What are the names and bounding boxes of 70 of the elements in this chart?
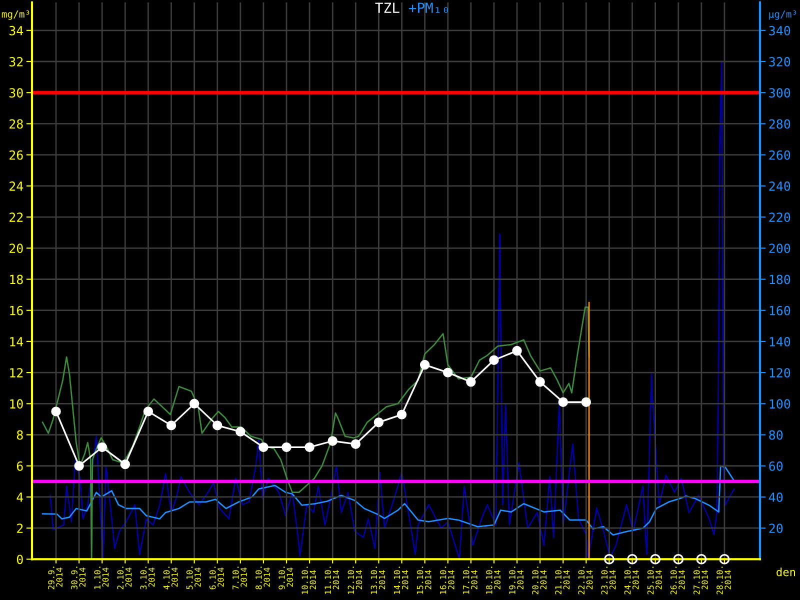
- x-tick-label: 15.10. 2014: [416, 566, 432, 594]
- y2-tick-label: 60: [769, 461, 783, 471]
- y2-tick-label: 320: [769, 57, 790, 66]
- x-tick-label: 17.10. 2014: [462, 566, 478, 594]
- x-tick-label: 7.10. 2014: [232, 566, 247, 590]
- y-tick-label: 2: [17, 524, 23, 533]
- x-tick-label: 23.10. 2014: [601, 566, 616, 594]
- x-tick-label: 13.10. 2014: [370, 566, 386, 594]
- x-tick-label: 2.10. 2014: [117, 566, 132, 590]
- y2-tick-label: 200: [769, 244, 790, 254]
- y2-tick-label: 20: [769, 524, 783, 534]
- y2-tick-label: 180: [770, 274, 790, 284]
- x-tick-label: 27.10. 2014: [693, 566, 708, 594]
- y-tick-label: 10: [10, 399, 23, 409]
- x-tick-label: 18.10. 2014: [486, 566, 500, 594]
- y-tick-label: 0: [16, 554, 23, 564]
- x-tick-label: 29.9. 2014: [48, 566, 63, 590]
- y2-tick-label: 260: [769, 150, 790, 160]
- y2-tick-label: 300: [769, 88, 790, 98]
- x-tick-label: 20.10. 2014: [532, 566, 547, 594]
- x-tick-label: 9.10. 2014: [278, 566, 294, 590]
- x-tick-label: 16.10. 2014: [440, 566, 454, 594]
- y-tick-label: 14: [10, 337, 24, 346]
- x-tick-label: 10.10. 2014: [302, 566, 316, 594]
- y2-tick-label: 100: [770, 399, 790, 409]
- y2-tick-label: 40: [768, 492, 783, 502]
- y2-tick-label: 120: [770, 368, 790, 378]
- y-axis-title: mg/m³: [2, 10, 30, 20]
- chart-subtitle: +PM₁₀: [408, 2, 448, 14]
- y-tick-label: 4: [16, 492, 24, 502]
- x-tick-label: 6.10. 2014: [209, 566, 224, 590]
- x-tick-label: 28.10. 2014: [716, 566, 731, 594]
- y-tick-label: 28: [10, 119, 23, 129]
- x-tick-label: 1.10. 2014: [94, 566, 109, 589]
- x-tick-label: 25.10. 2014: [647, 566, 662, 594]
- y-tick-label: 16: [10, 306, 23, 316]
- y2-tick-label: 220: [769, 212, 790, 222]
- x-axis-title: den: [776, 568, 796, 576]
- x-tick-label: 24.10. 2014: [624, 566, 639, 594]
- y2-tick-label: 280: [769, 119, 790, 129]
- y-tick-label: 22: [10, 212, 23, 222]
- x-tick-label: 19.10. 2014: [509, 566, 524, 594]
- chart-title: TZL: [375, 2, 400, 13]
- x-tick-label: 21.10. 2014: [555, 566, 570, 594]
- x-tick-label: 14.10. 2014: [394, 566, 408, 594]
- x-tick-label: 26.10. 2014: [670, 566, 685, 594]
- y-tick-label: 30: [9, 88, 23, 98]
- y-tick-label: 12: [10, 368, 23, 378]
- x-tick-label: 8.10. 2014: [256, 566, 270, 590]
- y-tick-label: 24: [10, 181, 24, 191]
- x-tick-label: 3.10. 2014: [140, 566, 155, 590]
- y2-tick-label: 240: [769, 181, 790, 191]
- y2-axis-title: µg/m³: [769, 10, 796, 20]
- y-tick-label: 6: [16, 461, 23, 471]
- y2-tick-label: 160: [770, 306, 790, 316]
- x-tick-label: 11.10. 2014: [324, 566, 340, 594]
- y2-tick-label: 340: [769, 26, 790, 36]
- x-tick-label: 12.10. 2014: [348, 566, 362, 594]
- x-tick-label: 4.10. 2014: [163, 566, 178, 590]
- y-tick-label: 20: [10, 244, 23, 254]
- x-tick-label: 5.10. 2014: [186, 566, 201, 590]
- y2-tick-label: 80: [769, 430, 783, 440]
- y-tick-label: 18: [10, 274, 23, 284]
- y-tick-label: 32: [9, 57, 23, 66]
- y2-tick-label: 140: [770, 336, 790, 346]
- y-tick-label: 8: [16, 430, 23, 440]
- x-tick-label: 22.10. 2014: [578, 566, 593, 594]
- y-tick-label: 34: [9, 26, 24, 36]
- x-tick-label: 30.9. 2014: [71, 566, 86, 590]
- y-tick-label: 26: [10, 150, 23, 160]
